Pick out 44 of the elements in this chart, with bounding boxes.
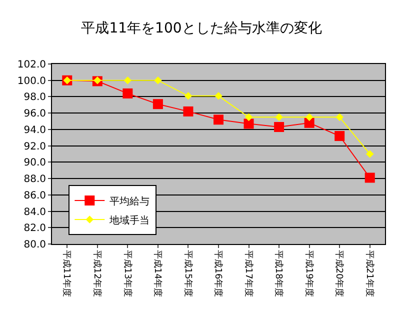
y-tick-label: 98.0 (24, 92, 46, 104)
point (275, 113, 283, 122)
point (214, 92, 222, 100)
point (244, 118, 254, 129)
point (244, 113, 253, 122)
point (184, 92, 192, 100)
x-tick-label: 平成21年度 (364, 250, 375, 298)
point (364, 172, 375, 183)
legend-label: 地域手当 (108, 214, 150, 226)
x-tick-label: 平成15年度 (182, 250, 194, 298)
point (122, 88, 133, 98)
x-tick-label: 平成11年度 (61, 250, 72, 298)
x-tick-label: 平成18年度 (273, 250, 284, 298)
x-tick-label: 平成13年度 (122, 250, 133, 298)
point (183, 106, 194, 116)
point (124, 76, 132, 84)
y-tick-label: 96.0 (24, 108, 46, 120)
y-tick-label: 86.0 (24, 190, 46, 202)
point (304, 118, 314, 128)
y-tick-label: 90.0 (24, 158, 46, 169)
point (366, 150, 374, 158)
x-tick-label: 平成14年度 (152, 250, 164, 298)
point (214, 114, 224, 125)
point (274, 122, 284, 132)
y-tick-label: 82.0 (24, 223, 46, 234)
x-tick-label: 平成17年度 (242, 250, 254, 298)
chart-title: 平成11年を100とした給与水準の変化 (81, 20, 322, 37)
x-tick-label: 平成20年度 (334, 250, 345, 298)
y-tick-label: 100.0 (17, 76, 46, 87)
point (336, 113, 344, 122)
y-tick-label: 102.0 (17, 60, 46, 70)
y-tick-label: 92.0 (24, 141, 46, 152)
y-tick-label: 84.0 (24, 206, 46, 218)
y-tick-label: 94.0 (24, 124, 46, 136)
point (152, 99, 163, 110)
point (154, 76, 162, 84)
x-tick-label: 平成19年度 (303, 250, 314, 298)
point (305, 113, 314, 122)
y-tick-label: 80.0 (24, 240, 46, 250)
point (334, 131, 345, 141)
y-tick-label: 88.0 (24, 174, 46, 186)
legend-label: 平均給与 (110, 195, 150, 208)
x-tick-label: 平成16年度 (212, 250, 224, 298)
x-tick-label: 平成12年度 (91, 250, 102, 298)
